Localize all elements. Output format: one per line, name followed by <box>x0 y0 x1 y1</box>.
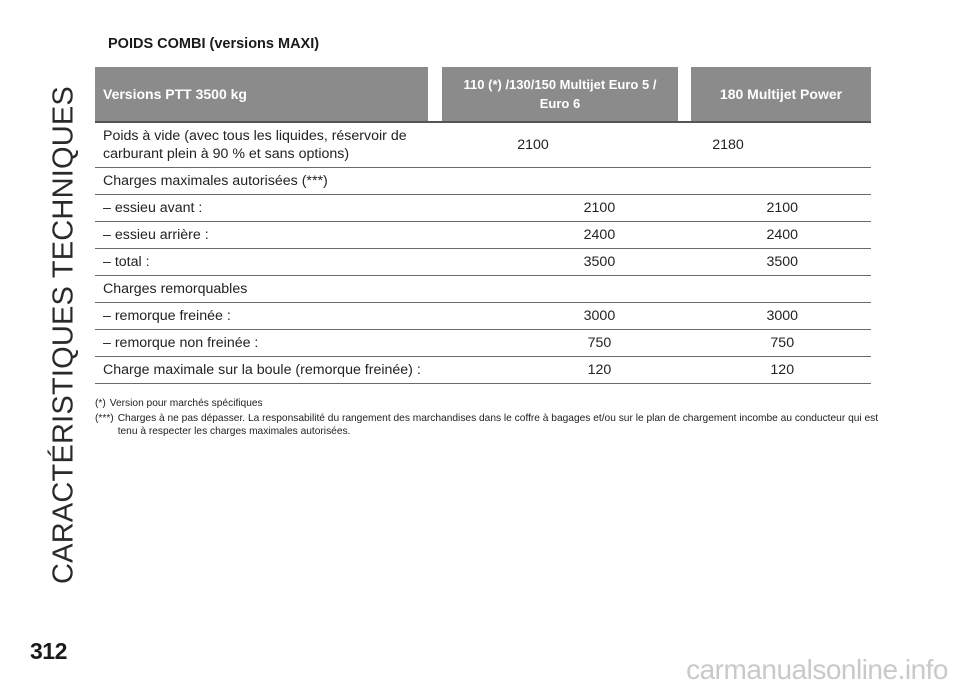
footnote-text: Charges à ne pas dépasser. La responsabi… <box>117 413 879 437</box>
row-value-2: 750 <box>770 335 795 351</box>
table-row: Charges maximales autorisées (***) <box>95 168 871 195</box>
row-label: Charges maximales autorisées (***) <box>103 173 328 189</box>
table-row: – essieu arrière : 2400 2400 <box>95 222 871 249</box>
chapter-side-title: CARACTÉRISTIQUES TECHNIQUES <box>34 30 94 640</box>
row-value-2: 2400 <box>766 227 799 243</box>
row-value-2: 2100 <box>766 200 799 216</box>
header-engine-180: 180 Multijet Power <box>691 67 871 121</box>
row-label: – essieu arrière : <box>103 227 209 243</box>
row-value-1: 3000 <box>583 308 616 324</box>
row-value-1: 2400 <box>583 227 616 243</box>
footnote-mark: (***) <box>95 413 114 424</box>
row-label: Charges remorquables <box>103 281 248 297</box>
row-label: Poids à vide (avec tous les liquides, ré… <box>103 128 407 162</box>
table-row: – essieu avant : 2100 2100 <box>95 195 871 222</box>
row-value-2: 120 <box>770 362 795 378</box>
row-label: Charge maximale sur la boule (remorque f… <box>103 362 421 378</box>
row-value-1: 750 <box>587 335 612 351</box>
table-row: Charges remorquables <box>95 276 871 303</box>
table-row: Charge maximale sur la boule (remorque f… <box>95 357 871 384</box>
footnote: (*) Version pour marchés spécifiques <box>95 397 895 410</box>
table-row: Poids à vide (avec tous les liquides, ré… <box>95 123 871 168</box>
table-header: Versions PTT 3500 kg 110 (*) /130/150 Mu… <box>95 67 871 123</box>
row-value-2: 2180 <box>712 137 744 153</box>
footnote-mark: (*) <box>95 398 106 409</box>
section-title: POIDS COMBI (versions MAXI) <box>108 36 320 52</box>
table-row: – remorque non freinée : 750 750 <box>95 330 871 357</box>
chapter-side-title-text: CARACTÉRISTIQUES TECHNIQUES <box>47 86 80 584</box>
table-row: – remorque freinée : 3000 3000 <box>95 303 871 330</box>
footnote-text: Version pour marchés spécifiques <box>109 398 263 409</box>
row-value-2: 3000 <box>766 308 799 324</box>
footnote: (***) Charges à ne pas dépasser. La resp… <box>95 412 895 438</box>
row-label: – total : <box>103 254 150 270</box>
watermark: carmanualsonline.info <box>686 654 948 685</box>
header-versions: Versions PTT 3500 kg <box>95 67 428 121</box>
table-row: – total : 3500 3500 <box>95 249 871 276</box>
row-value-2: 3500 <box>766 254 799 270</box>
header-engine-110-150-text: 110 (*) /130/150 Multijet Euro 5 / Euro … <box>463 77 657 111</box>
weights-table: Versions PTT 3500 kg 110 (*) /130/150 Mu… <box>95 67 871 384</box>
row-label: – essieu avant : <box>103 200 203 216</box>
row-value-1: 2100 <box>583 200 616 216</box>
row-label: – remorque non freinée : <box>103 335 259 351</box>
footnotes: (*) Version pour marchés spécifiques (**… <box>95 397 895 438</box>
row-value-1: 120 <box>587 362 612 378</box>
row-value-1: 3500 <box>583 254 616 270</box>
row-value-1: 2100 <box>517 137 549 153</box>
header-engine-110-150: 110 (*) /130/150 Multijet Euro 5 / Euro … <box>442 67 678 121</box>
page-number: 312 <box>30 638 67 664</box>
row-label: – remorque freinée : <box>103 308 231 324</box>
